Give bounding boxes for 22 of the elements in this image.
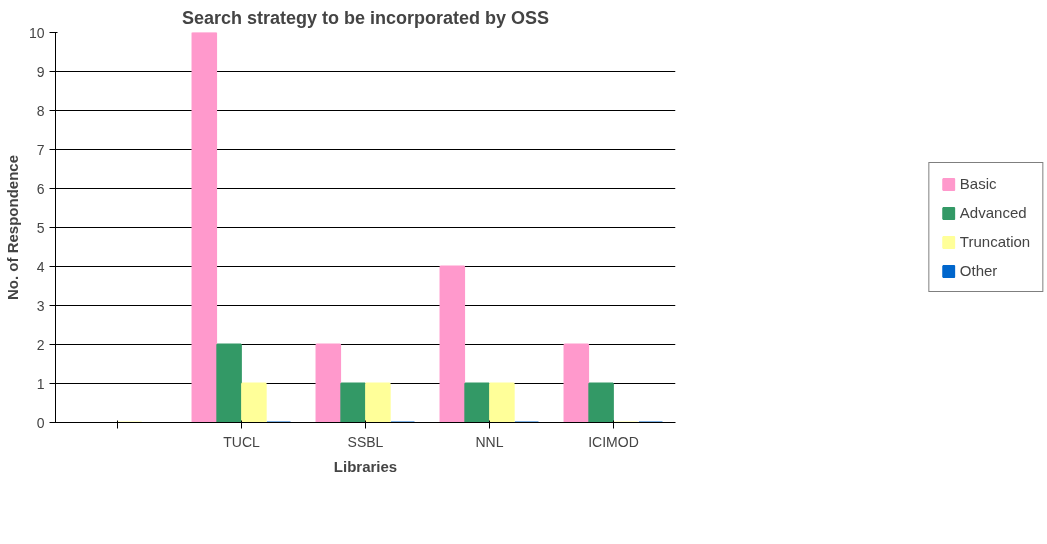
y-tick-label: 10 xyxy=(28,24,45,41)
legend-label: Truncation xyxy=(959,233,1031,250)
legend-label: Other xyxy=(959,262,998,279)
y-tick-label: 0 xyxy=(36,414,45,431)
y-tick-label: 2 xyxy=(36,336,45,353)
y-tick-label: 4 xyxy=(36,258,45,275)
legend-label: Basic xyxy=(959,175,997,192)
y-tick-label: 9 xyxy=(36,63,45,80)
x-tick-label: TUCL xyxy=(223,433,260,450)
y-tick-label: 5 xyxy=(36,219,45,236)
y-axis-title: No. of Respondence xyxy=(3,154,21,301)
y-tick-label: 7 xyxy=(36,141,45,158)
legend-label: Advanced xyxy=(959,204,1027,221)
x-tick-label: NNL xyxy=(475,433,504,450)
x-axis-title: Libraries xyxy=(333,457,398,475)
y-tick-label: 8 xyxy=(36,102,45,119)
y-tick-label: 1 xyxy=(36,375,45,392)
chart-title: Search strategy to be incorporated by OSS xyxy=(181,7,550,28)
y-tick-label: 3 xyxy=(36,297,45,314)
x-tick-label: ICIMOD xyxy=(588,433,639,450)
x-tick-label: SSBL xyxy=(347,433,384,450)
y-tick-label: 6 xyxy=(36,180,45,197)
